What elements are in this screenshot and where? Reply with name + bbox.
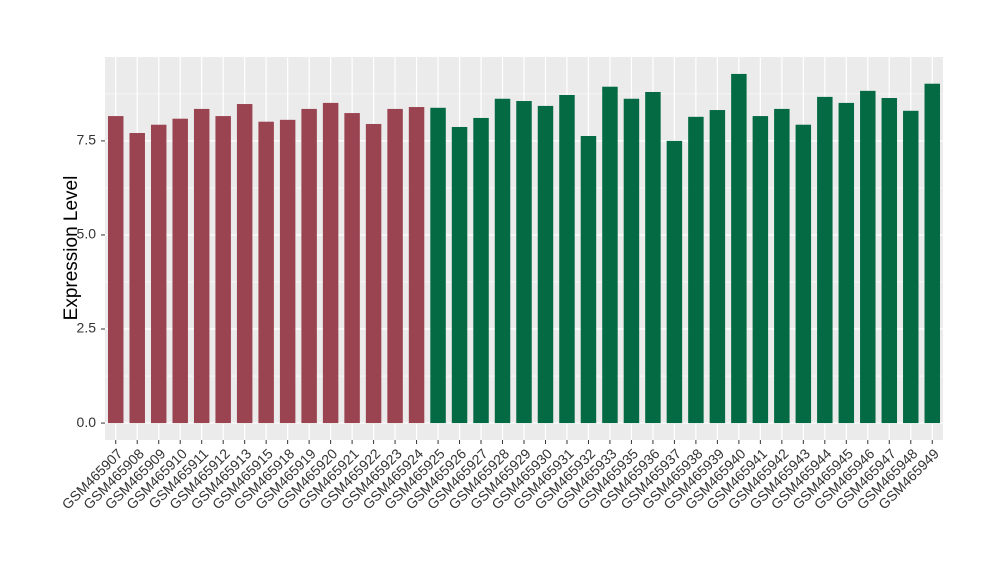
bar [516, 101, 532, 424]
bar [408, 107, 425, 424]
bar [645, 91, 661, 424]
bar [602, 86, 618, 424]
bar [688, 116, 704, 424]
bar [129, 132, 145, 424]
bar [494, 98, 511, 424]
bar [623, 98, 640, 424]
bar [924, 83, 940, 424]
bar [108, 116, 124, 424]
bar [279, 119, 296, 424]
bar [559, 94, 575, 424]
bar [451, 126, 468, 424]
bar [430, 107, 446, 424]
bar [365, 123, 382, 424]
bar [215, 116, 231, 424]
bar [774, 108, 790, 424]
y-tick-label: 2.5 [77, 320, 97, 336]
bar [150, 124, 167, 424]
bar [817, 96, 833, 424]
bar [301, 108, 317, 424]
bar [193, 108, 210, 424]
bar [344, 113, 360, 424]
y-tick-label: 7.5 [77, 132, 97, 148]
y-axis-label: Expression Level [61, 176, 82, 321]
y-tick-label: 0.0 [77, 414, 97, 430]
bar [236, 104, 253, 424]
bar [731, 73, 747, 424]
y-tick-label: 5.0 [77, 226, 97, 242]
bar [860, 90, 876, 424]
bar [903, 110, 919, 424]
bar [473, 117, 489, 424]
bar [172, 118, 188, 424]
bar [752, 116, 769, 424]
bar [580, 136, 597, 424]
bar [322, 102, 339, 424]
bar [387, 108, 403, 424]
bar [709, 110, 726, 424]
bar [881, 98, 898, 424]
bar [838, 102, 855, 424]
bar [258, 121, 274, 424]
bar [795, 124, 812, 424]
bar [537, 105, 554, 424]
bar [666, 140, 683, 424]
